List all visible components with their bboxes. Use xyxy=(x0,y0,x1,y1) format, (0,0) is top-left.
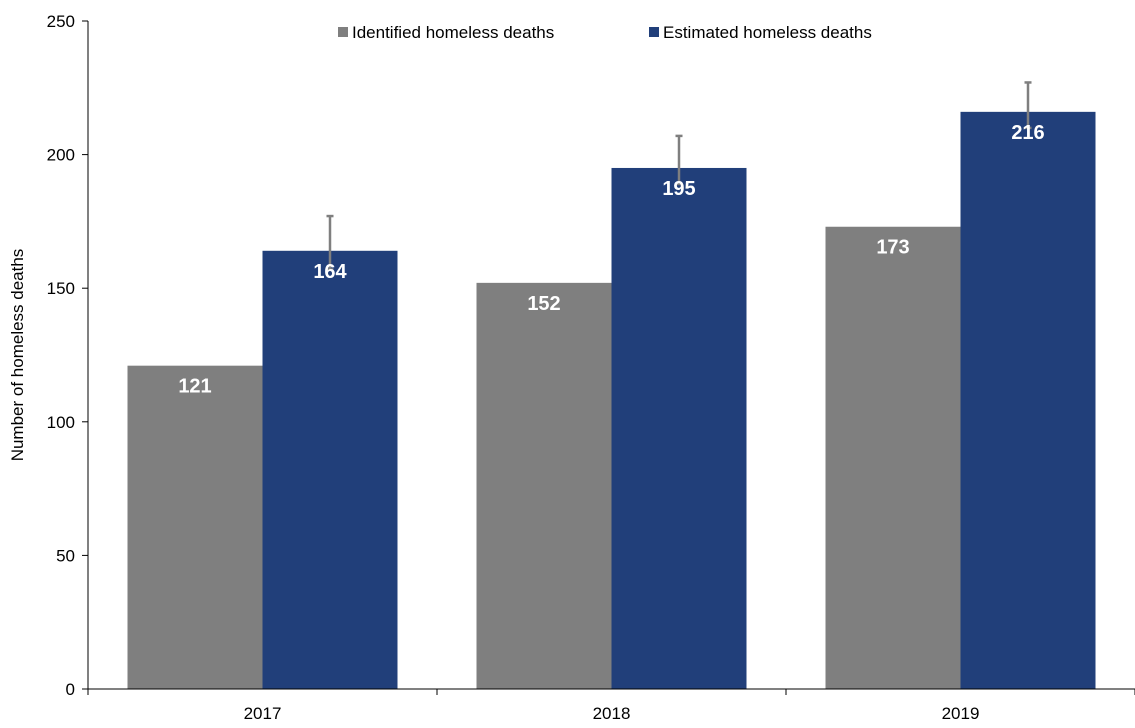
data-labels-layer: 121 152 173 164 195 216 xyxy=(178,122,1044,398)
bar xyxy=(476,282,612,689)
bar xyxy=(611,167,747,689)
y-tick-label: 50 xyxy=(56,546,75,565)
data-label: 121 xyxy=(178,376,211,398)
data-label: 173 xyxy=(876,237,909,259)
data-label: 195 xyxy=(662,178,695,200)
y-tick-label: 0 xyxy=(66,680,75,699)
y-tick-label: 150 xyxy=(47,279,75,298)
axes-layer: 0 50 100 150 200 250 2017 2018 2019 xyxy=(47,12,1135,723)
legend-swatch xyxy=(649,27,659,37)
y-tick-label: 200 xyxy=(47,146,75,165)
y-tick-label: 100 xyxy=(47,413,75,432)
bar xyxy=(825,226,961,689)
y-tick-label: 250 xyxy=(47,12,75,31)
data-label: 152 xyxy=(527,293,560,315)
y-axis-title: Number of homeless deaths xyxy=(8,249,27,462)
bars-layer xyxy=(127,111,1096,690)
error-bars-layer xyxy=(326,81,1032,271)
bar xyxy=(960,111,1096,689)
legend: Identified homeless deaths Estimated home… xyxy=(338,23,872,42)
x-tick-label: 2017 xyxy=(244,704,282,723)
legend-label: Estimated homeless deaths xyxy=(663,23,872,42)
legend-swatch xyxy=(338,27,348,37)
bar xyxy=(127,365,263,689)
x-tick-label: 2019 xyxy=(942,704,980,723)
bar xyxy=(262,250,398,690)
data-label: 216 xyxy=(1011,122,1044,144)
legend-label: Identified homeless deaths xyxy=(352,23,554,42)
x-tick-label: 2018 xyxy=(593,704,631,723)
data-label: 164 xyxy=(313,261,347,283)
y-axis-title-group: Number of homeless deaths xyxy=(8,249,27,462)
